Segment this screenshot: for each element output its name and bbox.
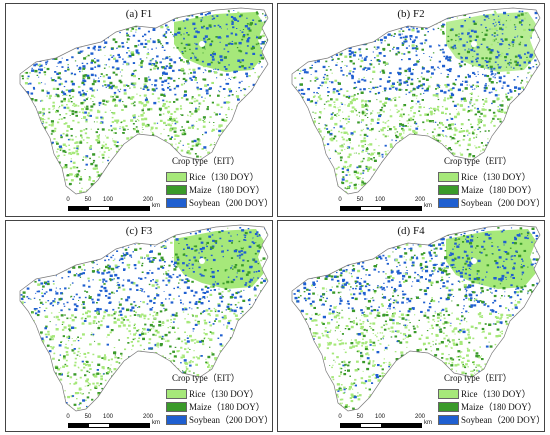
scale-tick-50: 50 bbox=[356, 197, 364, 203]
scale-bar-segments bbox=[340, 423, 422, 428]
scale-tick-0: 0 bbox=[66, 197, 70, 203]
legend-label-soybean: Soybean（200 DOY） bbox=[461, 198, 545, 208]
panel-title: (a) F1 bbox=[125, 8, 153, 20]
scale-bar: 0 50 100 200 km bbox=[338, 197, 440, 215]
legend-item-maize: Maize（180 DOY） bbox=[438, 184, 544, 195]
legend-label-maize: Maize（180 DOY） bbox=[461, 402, 537, 412]
legend: Crop type（EIT） Rice（130 DOY） Maize（180 D… bbox=[166, 371, 272, 427]
legend: Crop type（EIT） Rice（130 DOY） Maize（180 D… bbox=[166, 154, 272, 210]
legend-item-rice: Rice（130 DOY） bbox=[166, 171, 272, 182]
legend: Crop type（EIT） Rice（130 DOY） Maize（180 D… bbox=[438, 371, 544, 427]
legend-item-rice: Rice（130 DOY） bbox=[438, 388, 544, 399]
legend-label-rice: Rice（130 DOY） bbox=[461, 389, 531, 399]
crop-map-d bbox=[291, 224, 541, 412]
scale-unit: km bbox=[424, 203, 432, 209]
legend-title: Crop type（EIT） bbox=[444, 156, 512, 166]
scale-tick-100: 100 bbox=[374, 197, 386, 203]
scale-unit: km bbox=[152, 203, 160, 209]
legend-item-maize: Maize（180 DOY） bbox=[166, 184, 272, 195]
legend-label-soybean: Soybean（200 DOY） bbox=[189, 415, 273, 425]
legend-label-rice: Rice（130 DOY） bbox=[189, 389, 259, 399]
panel-title: (d) F4 bbox=[397, 225, 425, 237]
map-panel-d: (d) F4 Crop type（EIT） Rice（130 DOY） Maiz… bbox=[277, 220, 545, 432]
panel-title: (c) F3 bbox=[125, 225, 153, 237]
soybean-swatch bbox=[166, 197, 187, 208]
scale-tick-100: 100 bbox=[374, 414, 386, 420]
map-panel-b: (b) F2 Crop type（EIT） Rice（130 DOY） Maiz… bbox=[277, 3, 545, 217]
map-panel-a: (a) F1 Crop type（EIT） Rice（130 DOY） Maiz… bbox=[5, 3, 273, 217]
region-boundary bbox=[291, 7, 541, 195]
region-boundary bbox=[19, 7, 269, 195]
soybean-swatch bbox=[438, 414, 459, 425]
maize-swatch bbox=[438, 184, 459, 195]
scale-tick-0: 0 bbox=[338, 414, 342, 420]
scale-tick-50: 50 bbox=[84, 414, 92, 420]
maize-swatch bbox=[438, 401, 459, 412]
scale-bar-segments bbox=[340, 206, 422, 211]
maize-swatch bbox=[166, 401, 187, 412]
panel-title: (b) F2 bbox=[397, 8, 425, 20]
map-panel-c: (c) F3 Crop type（EIT） Rice（130 DOY） Maiz… bbox=[5, 220, 273, 432]
scale-tick-50: 50 bbox=[356, 414, 364, 420]
legend-label-maize: Maize（180 DOY） bbox=[461, 185, 537, 195]
legend: Crop type（EIT） Rice（130 DOY） Maize（180 D… bbox=[438, 154, 544, 210]
rice-swatch bbox=[438, 171, 459, 182]
rice-swatch bbox=[166, 171, 187, 182]
scale-bar: 0 50 100 200 km bbox=[66, 197, 168, 215]
scale-tick-0: 0 bbox=[338, 197, 342, 203]
legend-title: Crop type（EIT） bbox=[172, 373, 240, 383]
legend-item-soybean: Soybean（200 DOY） bbox=[166, 197, 272, 208]
legend-item-soybean: Soybean（200 DOY） bbox=[166, 414, 272, 425]
legend-label-soybean: Soybean（200 DOY） bbox=[461, 415, 545, 425]
rice-swatch bbox=[166, 388, 187, 399]
scale-bar-segments bbox=[68, 423, 150, 428]
scale-bar: 0 50 100 200 km bbox=[338, 414, 440, 431]
crop-map-b bbox=[291, 7, 541, 195]
legend-item-rice: Rice（130 DOY） bbox=[438, 171, 544, 182]
scale-tick-200: 200 bbox=[142, 197, 154, 203]
scale-bar-segments bbox=[68, 206, 150, 211]
scale-tick-200: 200 bbox=[414, 197, 426, 203]
scale-unit: km bbox=[152, 420, 160, 426]
scale-tick-100: 100 bbox=[102, 197, 114, 203]
crop-map-a bbox=[19, 7, 269, 195]
legend-label-rice: Rice（130 DOY） bbox=[189, 172, 259, 182]
maize-swatch bbox=[166, 184, 187, 195]
legend-item-maize: Maize（180 DOY） bbox=[166, 401, 272, 412]
scale-tick-200: 200 bbox=[142, 414, 154, 420]
legend-label-soybean: Soybean（200 DOY） bbox=[189, 198, 273, 208]
scale-tick-100: 100 bbox=[102, 414, 114, 420]
legend-item-soybean: Soybean（200 DOY） bbox=[438, 414, 544, 425]
legend-label-maize: Maize（180 DOY） bbox=[189, 402, 265, 412]
legend-item-maize: Maize（180 DOY） bbox=[438, 401, 544, 412]
scale-tick-50: 50 bbox=[84, 197, 92, 203]
crop-map-c bbox=[19, 224, 269, 412]
legend-item-rice: Rice（130 DOY） bbox=[166, 388, 272, 399]
region-boundary bbox=[19, 224, 269, 412]
scale-unit: km bbox=[424, 420, 432, 426]
legend-label-maize: Maize（180 DOY） bbox=[189, 185, 265, 195]
soybean-swatch bbox=[166, 414, 187, 425]
legend-title: Crop type（EIT） bbox=[444, 373, 512, 383]
legend-item-soybean: Soybean（200 DOY） bbox=[438, 197, 544, 208]
scale-tick-200: 200 bbox=[414, 414, 426, 420]
region-boundary bbox=[291, 224, 541, 412]
soybean-swatch bbox=[438, 197, 459, 208]
scale-bar: 0 50 100 200 km bbox=[66, 414, 168, 431]
legend-title: Crop type（EIT） bbox=[172, 156, 240, 166]
legend-label-rice: Rice（130 DOY） bbox=[461, 172, 531, 182]
rice-swatch bbox=[438, 388, 459, 399]
scale-tick-0: 0 bbox=[66, 414, 70, 420]
